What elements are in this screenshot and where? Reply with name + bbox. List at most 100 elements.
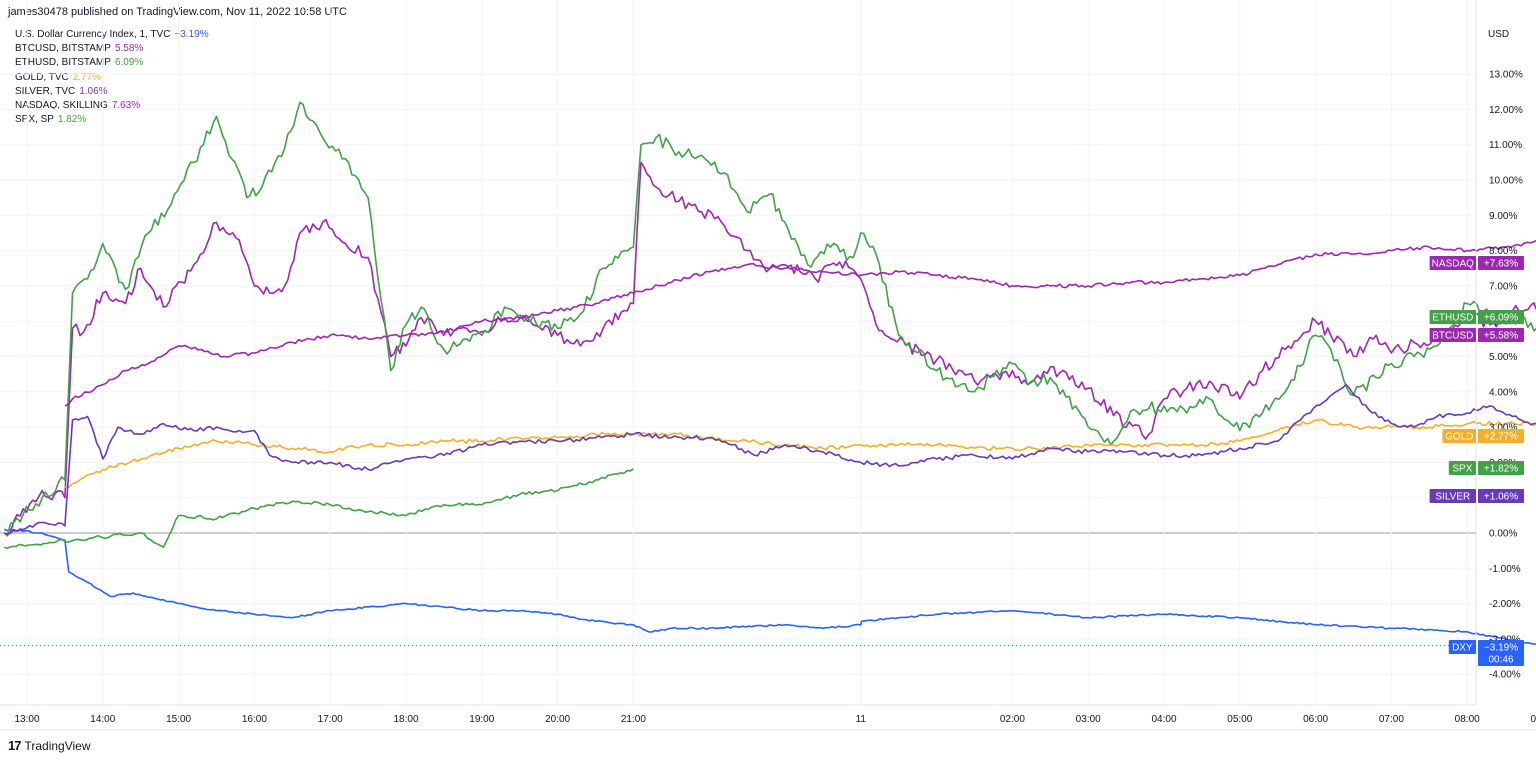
x-tick-label: 20:00 — [545, 714, 570, 725]
tradingview-logo-icon: 17 — [8, 738, 22, 753]
legend-value: 1.82% — [57, 114, 87, 126]
x-tick-label: 06:00 — [1303, 714, 1328, 725]
y-tick-label: 7.00% — [1489, 281, 1517, 292]
badge-name-bg-spx — [1448, 461, 1476, 475]
x-tick-label: 04:00 — [1151, 714, 1176, 725]
x-tick-label: 16:00 — [242, 714, 267, 725]
legend-row-dxy[interactable]: U.S. Dollar Currency Index, 1, TVC −3.19% — [15, 28, 209, 42]
grid — [0, 0, 1476, 705]
y-tick-label: 9.00% — [1489, 211, 1517, 222]
badge-countdown-dxy: 00:46 — [1488, 655, 1513, 666]
legend-value: 2.77% — [72, 71, 102, 83]
series-line-gold — [64, 418, 1536, 488]
series-line-spx — [3, 468, 634, 550]
badge-value-gold: +2.77% — [1484, 432, 1518, 443]
series-line-dxy — [4, 528, 1536, 645]
badge-name-btcusd: BTCUSD — [1432, 331, 1473, 342]
legend-row-spx[interactable]: SPX, SP 1.82% — [15, 113, 209, 127]
legend-row-ethusd[interactable]: ETHUSD, BITSTAMP 6.09% — [15, 56, 209, 70]
x-tick-label: 07:00 — [1379, 714, 1404, 725]
y-tick-label: 0.00% — [1489, 529, 1517, 540]
y-tick-label: 4.00% — [1489, 387, 1517, 398]
legend-name: NASDAQ, SKILLING — [15, 100, 108, 112]
badge-value-btcusd: +5.58% — [1484, 331, 1518, 342]
axes: USD 13.00% 12.00% 11.00% 10.00% 9.00% 8.00% 7.… — [0, 0, 1536, 731]
x-tick-label: 15:00 — [166, 714, 191, 725]
series-line-nasdaq — [64, 239, 1536, 407]
badge-name-bg-btcusd — [1429, 328, 1476, 342]
legend-value: 7.63% — [111, 100, 141, 112]
badge-value-bg-spx — [1478, 461, 1524, 475]
badge-value-silver: +1.06% — [1484, 492, 1518, 503]
legend-value: −3.19% — [174, 29, 209, 40]
x-tick-label: 11 — [856, 714, 867, 725]
y-tick-label: 13.00% — [1489, 70, 1523, 81]
badge-name-silver: SILVER — [1435, 492, 1470, 503]
axis-unit-label: USD — [1488, 29, 1509, 40]
y-tick-label: -1.00% — [1489, 564, 1521, 575]
badge-value-dxy: −3.19% — [1484, 643, 1518, 654]
badge-name-bg-nasdaq — [1429, 256, 1476, 270]
series-line-btcusd — [3, 161, 1536, 536]
legend-name: ETHUSD, BITSTAMP — [15, 57, 111, 69]
x-tick-label: 14:00 — [90, 714, 115, 725]
badge-value-bg-btcusd — [1478, 328, 1524, 342]
badge-name-bg-gold — [1442, 429, 1476, 443]
legend-row-nasdaq[interactable]: NASDAQ, SKILLING 7.63% — [15, 99, 209, 113]
y-tick-label: 5.00% — [1489, 352, 1517, 363]
y-tick-label: 8.00% — [1489, 246, 1517, 257]
badge-name-spx: SPX — [1452, 464, 1472, 475]
y-tick-label: 3.00% — [1489, 423, 1517, 434]
publish-header: james30478 published on TradingView.com,… — [8, 6, 347, 18]
price-badges: DXY −3.19%00:46 BTCUSD +5.58% ETHUSD +6.09% GO… — [1429, 256, 1524, 666]
y-tick-label: -3.00% — [1489, 634, 1521, 645]
tradingview-footer[interactable]: 17 TradingView — [8, 738, 91, 753]
x-tick-label: 21:00 — [621, 714, 646, 725]
legend-value: 1.06% — [79, 85, 108, 97]
chart-legend: U.S. Dollar Currency Index, 1, TVC −3.19%… — [15, 28, 209, 127]
x-tick-label: 09:00 — [1530, 714, 1536, 725]
legend-value: 5.58% — [114, 43, 144, 55]
legend-row-gold[interactable]: GOLD, TVC 2.77% — [15, 71, 209, 85]
x-tick-label: 13:00 — [14, 714, 39, 725]
x-tick-label: 03:00 — [1076, 714, 1101, 725]
badge-name-bg-ethusd — [1429, 310, 1476, 324]
y-tick-label: -2.00% — [1489, 599, 1521, 610]
legend-name: U.S. Dollar Currency Index, 1, TVC — [15, 29, 171, 40]
footer-brand: TradingView — [24, 738, 91, 753]
legend-name: GOLD, TVC — [15, 71, 69, 83]
y-tick-label: 12.00% — [1489, 105, 1523, 116]
badge-value-bg-gold — [1478, 429, 1524, 443]
badge-value-ethusd: +6.09% — [1484, 313, 1518, 324]
badge-value-nasdaq: +7.63% — [1484, 259, 1518, 270]
x-tick-label: 17:00 — [318, 714, 343, 725]
badge-value-bg-dxy — [1478, 640, 1524, 666]
badge-name-bg-dxy — [1448, 640, 1476, 654]
series-line-ethusd — [3, 101, 1536, 537]
legend-name: BTCUSD, BITSTAMP — [15, 43, 111, 55]
badge-name-gold: GOLD — [1445, 432, 1473, 443]
badge-value-bg-silver — [1478, 489, 1524, 503]
badge-name-dxy: DXY — [1452, 643, 1473, 654]
y-tick-label: -4.00% — [1489, 670, 1521, 681]
badge-value-bg-ethusd — [1478, 310, 1524, 324]
badge-name-bg-silver — [1429, 489, 1476, 503]
badge-value-bg-nasdaq — [1478, 256, 1524, 270]
x-tick-label: 19:00 — [469, 714, 494, 725]
x-tick-label: 18:00 — [393, 714, 418, 725]
legend-name: SPX, SP — [15, 114, 54, 126]
x-tick-label: 08:00 — [1455, 714, 1480, 725]
series-layer — [3, 101, 1536, 645]
legend-row-silver[interactable]: SILVER, TVC 1.06% — [15, 85, 209, 99]
legend-row-btcusd[interactable]: BTCUSD, BITSTAMP 5.58% — [15, 42, 209, 56]
badge-value-spx: +1.82% — [1484, 464, 1518, 475]
badge-name-ethusd: ETHUSD — [1432, 313, 1473, 324]
x-tick-label: 05:00 — [1227, 714, 1252, 725]
series-line-silver — [4, 383, 1536, 535]
x-tick-label: 02:00 — [1000, 714, 1025, 725]
y-tick-label: 11.00% — [1489, 140, 1522, 151]
legend-value: 6.09% — [114, 57, 144, 69]
badge-name-nasdaq: NASDAQ — [1432, 259, 1474, 270]
legend-name: SILVER, TVC — [15, 85, 76, 97]
